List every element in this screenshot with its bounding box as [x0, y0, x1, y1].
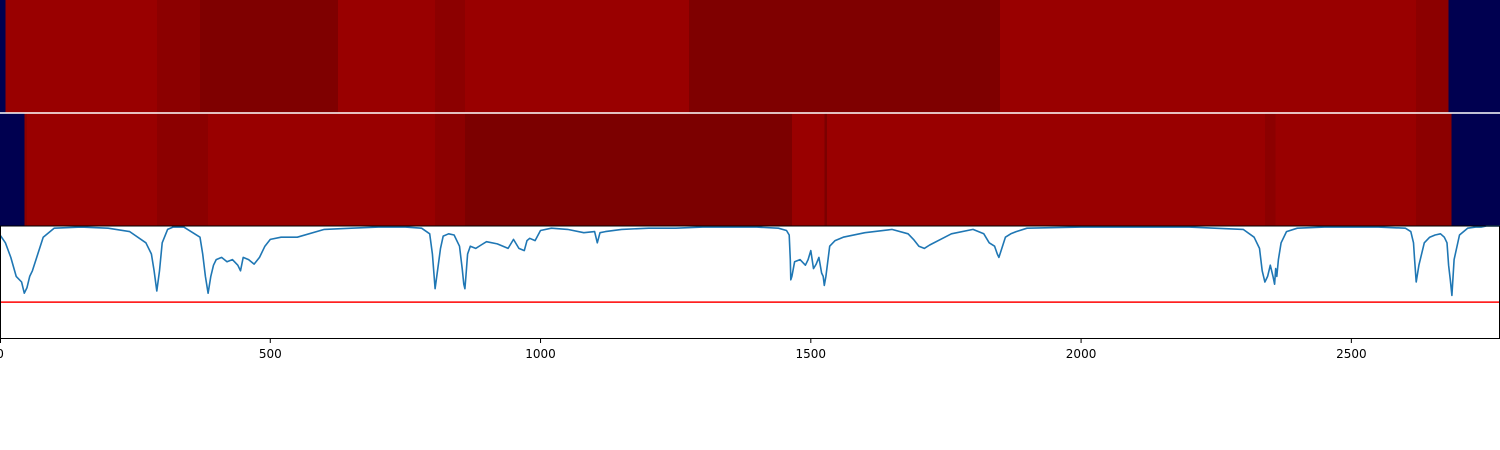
signal-series-line: [0, 225, 1500, 297]
heatmap-2-segment-2: [27, 113, 157, 226]
heatmap-1-segment-7: [689, 0, 1000, 113]
heatmap-2-segment-9: [827, 113, 1265, 226]
heatmap-1-segment-9: [1416, 0, 1449, 113]
heatmap-2-segment-12: [1416, 113, 1452, 226]
heatmap-2-segment-1: [24, 113, 28, 226]
x-tick-label-1000: 1000: [525, 347, 556, 361]
heatmap-1-segment-8: [1000, 0, 1417, 113]
x-tick-label-2000: 2000: [1066, 347, 1097, 361]
heatmap-track-2: [0, 113, 1500, 226]
heatmap-1-segment-0: [0, 0, 6, 113]
x-tick-label-1500: 1500: [796, 347, 827, 361]
heatmap-2-segment-5: [435, 113, 465, 226]
heatmap-1-segment-10: [1448, 0, 1500, 113]
signal-plot-background: [0, 226, 1500, 338]
heatmap-2-segment-0: [0, 113, 25, 226]
heatmap-2-segment-10: [1264, 113, 1276, 226]
x-axis: 0 500 1000 1500 2000 2500: [0, 338, 1367, 361]
heatmap-1-segment-5: [435, 0, 465, 113]
x-tick-label-0: 0: [0, 347, 4, 361]
heatmap-track-1: [0, 0, 1500, 113]
heatmap-1-segment-4: [337, 0, 436, 113]
heatmap-1-segment-3: [200, 0, 338, 113]
heatmap-2-segment-11: [1275, 113, 1417, 226]
signal-plot-area: [0, 225, 1500, 339]
heatmap-2-segment-3: [156, 113, 209, 226]
heatmap-1-segment-1: [5, 0, 157, 113]
x-tick-label-500: 500: [259, 347, 282, 361]
heatmap-2-segment-13: [1451, 113, 1500, 226]
x-tick-label-2500: 2500: [1336, 347, 1367, 361]
heatmap-2-segment-8: [824, 113, 828, 226]
heatmap-2-segment-4: [208, 113, 436, 226]
heatmap-1-segment-6: [464, 0, 690, 113]
heatmap-2-segment-6: [464, 113, 792, 226]
heatmap-1-segment-2: [156, 0, 200, 113]
heatmap-2-segment-7: [791, 113, 825, 226]
